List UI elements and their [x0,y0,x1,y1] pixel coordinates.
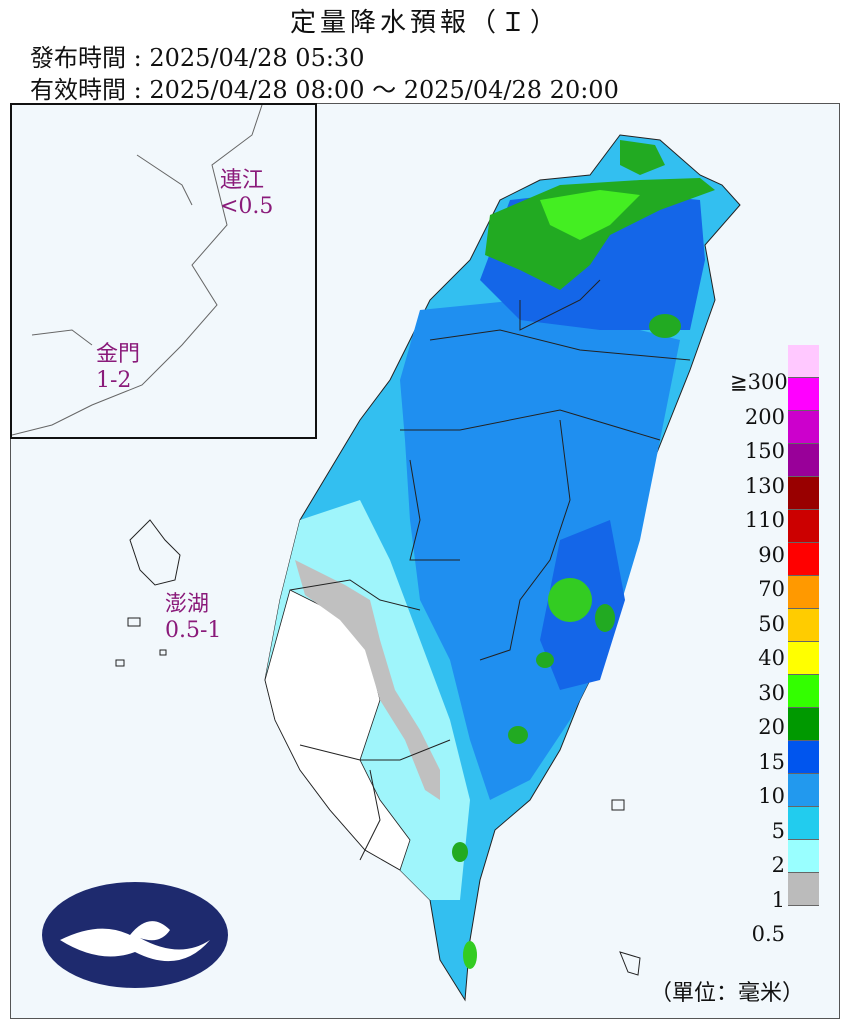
legend-tick-label: 1 [771,887,785,912]
legend-swatch [788,477,819,510]
legend-tick-label: 0.5 [751,922,785,946]
legend-tick-label: 200 [744,404,785,429]
cwa-logo [42,882,228,988]
kinmen-value: 1-2 [96,368,132,393]
kinmen-label: 金門 1-2 [96,342,140,394]
valid-time: 有效時間 : 2025/04/28 08:00 ～ 2025/04/28 20:… [30,76,619,104]
legend-swatch [788,708,819,741]
legend-swatch [788,807,819,840]
yilan-green [649,314,681,338]
orchid-island [619,951,641,976]
legend-tick-label: 5 [771,818,785,843]
legend-swatch [788,345,819,378]
taitung-green [508,726,528,744]
map-title: 定量降水預報（Ｉ） [289,8,560,38]
county-boundaries [289,279,691,861]
offshore-inset [10,103,317,439]
green-island [611,799,625,811]
legend-tick-label: 150 [744,439,785,463]
legend-swatch [788,675,819,708]
legend-tick-label: 15 [758,749,785,774]
grey-band [295,560,440,800]
legend-swatch [788,609,819,642]
tip-green [463,941,477,969]
unit-label: （單位：毫米） [650,981,805,1006]
matsu-label: 連江 <0.5 [220,168,273,220]
north-bright-green [540,190,640,240]
legend-tick-label: 70 [758,577,785,601]
legend-tick-label: 10 [758,784,785,808]
legend-swatch [788,378,819,411]
penghu-value: 0.5-1 [165,618,222,643]
matsu-value: <0.5 [220,194,274,219]
legend-swatch [788,774,819,807]
east-green-3 [536,652,554,668]
hualien-green [548,578,592,622]
penghu-name: 澎湖 [165,592,210,617]
legend-swatch [788,510,819,543]
penghu-label: 澎湖 0.5-1 [165,592,221,644]
north-tip-green [620,140,665,175]
legend-tick-label: 90 [758,542,785,567]
matsu-name: 連江 [220,168,265,193]
legend-swatch [788,576,819,609]
legend-swatch [788,444,819,477]
legend-swatch [788,873,819,906]
legend-tick-label: 130 [744,473,785,498]
legend-tick-label: 110 [744,508,785,532]
legend-swatch [788,741,819,774]
coastline-inset [11,104,263,436]
issue-time: 發布時間 : 2025/04/28 05:30 [30,44,365,72]
legend-ticks: ≧300 200 150 130 110 90 70 50 40 30 20 15 10 5 2 1 0.5 [730,365,788,952]
legend-swatch [788,543,819,576]
legend-tick-label: 2 [771,853,785,877]
kinmen-name: 金門 [96,342,141,367]
east-green-2 [595,604,615,632]
rainfall-legend [788,345,819,906]
south-green [452,842,468,862]
legend-swatch [788,411,819,444]
legend-swatch [788,642,819,675]
legend-tick-label: 30 [758,680,785,705]
legend-top-label: ≧300 [730,370,788,394]
legend-tick-label: 50 [758,611,785,636]
legend-tick-label: 20 [758,715,785,739]
penghu-islands [115,519,181,667]
legend-swatch [788,840,819,873]
legend-tick-label: 40 [758,646,785,670]
